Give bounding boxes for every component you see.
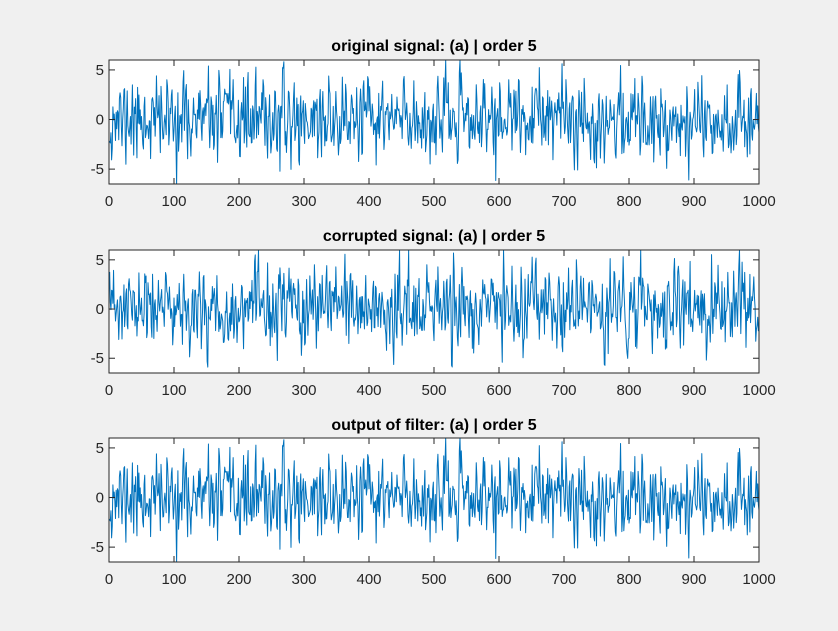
x-tick-label: 0 <box>105 382 113 399</box>
x-tick-label: 300 <box>291 193 316 210</box>
x-tick-label: 100 <box>161 571 186 588</box>
x-tick-label: 500 <box>421 382 446 399</box>
x-tick-label: 800 <box>616 382 641 399</box>
subplot-3: output of filter: (a) | order 5 0 100 200 3… <box>91 417 776 588</box>
x-tick-label: 200 <box>226 382 251 399</box>
subplot-1: original signal: (a) | order 5 0 100 200 30… <box>91 38 776 210</box>
subplot-2-title: corrupted signal: (a) | order 5 <box>323 228 545 245</box>
y-tick-label: -5 <box>91 161 104 178</box>
x-tick-label: 900 <box>681 382 706 399</box>
subplot-3-title: output of filter: (a) | order 5 <box>331 417 536 434</box>
x-tick-label: 400 <box>356 571 381 588</box>
x-tick-label: 900 <box>681 193 706 210</box>
x-tick-label: 500 <box>421 193 446 210</box>
x-tick-label: 300 <box>291 382 316 399</box>
x-tick-label: 300 <box>291 571 316 588</box>
x-tick-label: 200 <box>226 571 251 588</box>
axes-2 <box>108 249 760 374</box>
x-tick-label: 600 <box>486 193 511 210</box>
x-tick-label: 100 <box>161 382 186 399</box>
x-tick-label: 700 <box>551 571 576 588</box>
subplot-2: corrupted signal: (a) | order 5 0 100 200 3… <box>91 228 776 399</box>
x-tick-label: 800 <box>616 571 641 588</box>
subplot-1-title: original signal: (a) | order 5 <box>331 38 537 55</box>
x-tick-label: 600 <box>486 382 511 399</box>
y-tick-label: -5 <box>91 539 104 556</box>
y-tick-label: 5 <box>96 252 104 269</box>
y-tick-label: 0 <box>96 301 104 318</box>
axes-frame-3 <box>108 437 760 563</box>
y-tick-label: -5 <box>91 350 104 367</box>
axes-frame-2 <box>108 249 760 374</box>
x-tick-label: 700 <box>551 382 576 399</box>
x-tick-label: 100 <box>161 193 186 210</box>
x-tick-label: 800 <box>616 193 641 210</box>
signal-trace-3 <box>109 438 759 562</box>
x-tick-label: 1000 <box>742 382 775 399</box>
x-tick-label: 900 <box>681 571 706 588</box>
x-tick-label: 200 <box>226 193 251 210</box>
x-tick-label: 0 <box>105 571 113 588</box>
x-tick-label: 600 <box>486 571 511 588</box>
x-tick-label: 700 <box>551 193 576 210</box>
x-tick-label: 1000 <box>742 193 775 210</box>
y-tick-label: 0 <box>96 112 104 129</box>
x-tick-label: 400 <box>356 382 381 399</box>
x-tick-label: 500 <box>421 571 446 588</box>
y-tick-label: 5 <box>96 62 104 79</box>
x-tick-label: 0 <box>105 193 113 210</box>
x-tick-label: 400 <box>356 193 381 210</box>
x-tick-label: 1000 <box>742 571 775 588</box>
y-tick-label: 0 <box>96 490 104 507</box>
axes-frame-1 <box>108 59 760 185</box>
signal-trace-2 <box>109 250 759 368</box>
y-tick-label: 5 <box>96 440 104 457</box>
signal-trace-1 <box>109 60 759 184</box>
